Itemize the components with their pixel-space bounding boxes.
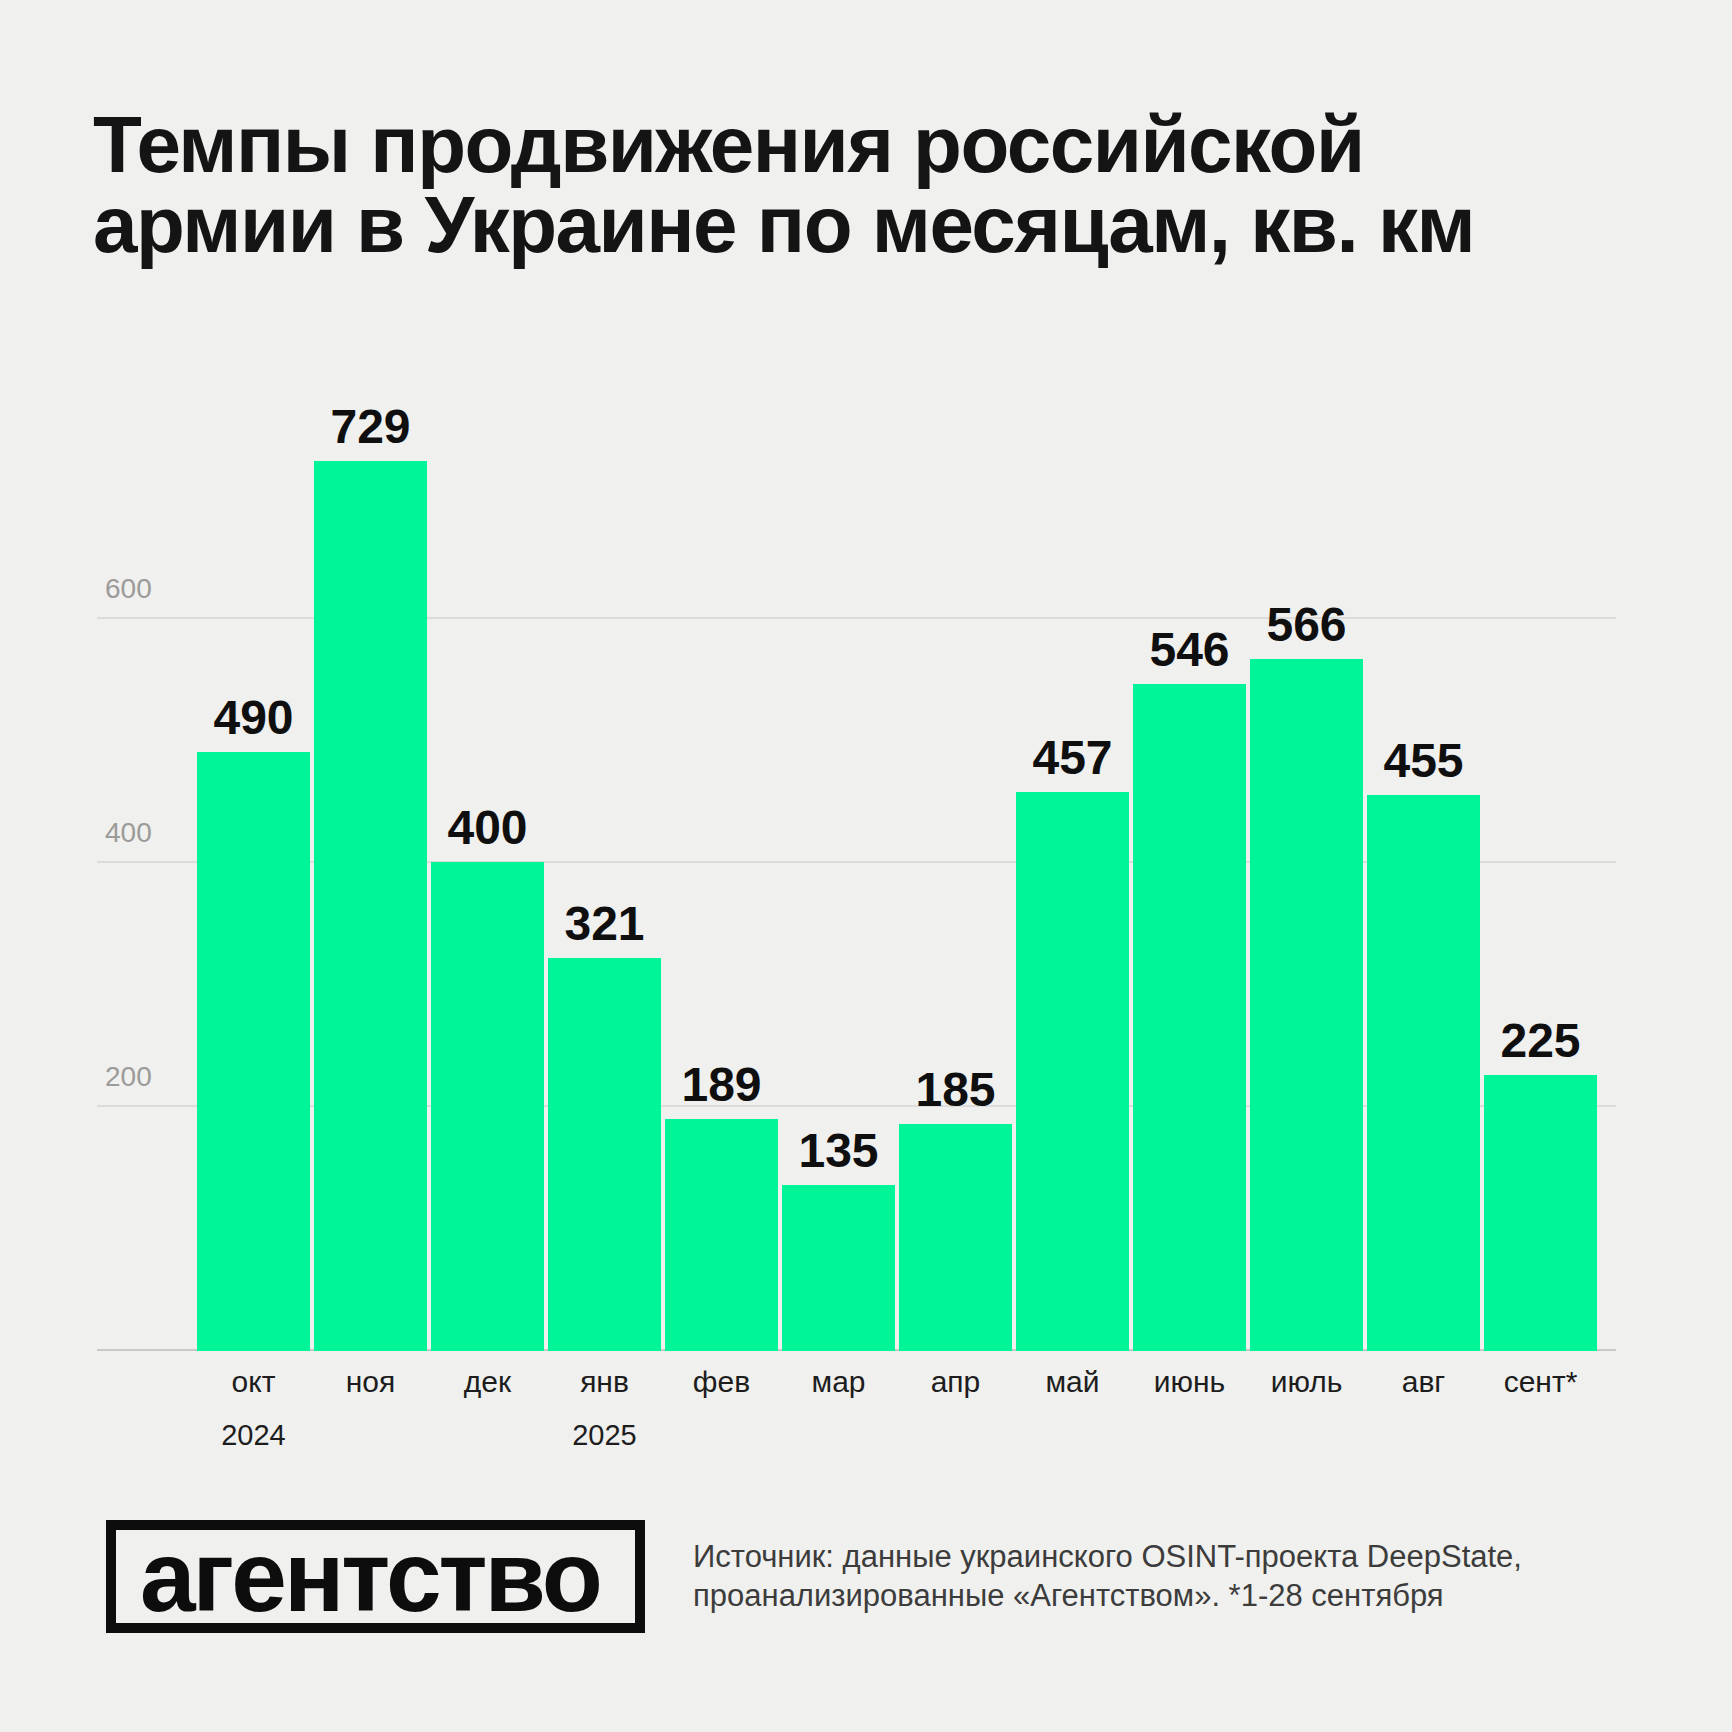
source-line1: Источник: данные украинского OSINT-проек… bbox=[693, 1539, 1522, 1574]
value-label-авг: 455 bbox=[1324, 737, 1524, 785]
value-label-ноя: 729 bbox=[271, 403, 471, 451]
source-line2: проанализированные «Агентством». *1-28 с… bbox=[693, 1578, 1444, 1613]
value-label-фев: 189 bbox=[622, 1061, 822, 1109]
chart-title-line2: армии в Украине по месяцам, кв. км bbox=[93, 180, 1474, 269]
logo-text: агентство bbox=[116, 1519, 600, 1634]
bar-май bbox=[1016, 792, 1129, 1351]
bar-ноя bbox=[314, 461, 427, 1351]
bar-окт bbox=[197, 752, 310, 1351]
value-label-июль: 566 bbox=[1207, 601, 1407, 649]
chart-title: Темпы продвижения российскойармии в Укра… bbox=[93, 105, 1474, 265]
bar-апр bbox=[899, 1124, 1012, 1351]
source-note: Источник: данные украинского OSINT-проек… bbox=[693, 1538, 1522, 1615]
agentstvo-logo: агентство bbox=[106, 1520, 645, 1633]
year-label-2024: 2024 bbox=[174, 1415, 334, 1455]
value-label-янв: 321 bbox=[505, 900, 705, 948]
year-label-2025: 2025 bbox=[525, 1415, 685, 1455]
value-label-дек: 400 bbox=[388, 804, 588, 852]
y-tick-200: 200 bbox=[105, 1060, 152, 1094]
y-tick-400: 400 bbox=[105, 816, 152, 850]
value-label-сент: 225 bbox=[1441, 1017, 1641, 1065]
y-tick-600: 600 bbox=[105, 572, 152, 606]
infographic-canvas: Темпы продвижения российскойармии в Укра… bbox=[0, 0, 1732, 1732]
bar-мар bbox=[782, 1185, 895, 1351]
bar-авг bbox=[1367, 795, 1480, 1351]
chart-title-line1: Темпы продвижения российской bbox=[93, 100, 1364, 189]
bar-янв bbox=[548, 958, 661, 1351]
month-label-сент: сент* bbox=[1461, 1362, 1621, 1402]
bar-июнь bbox=[1133, 684, 1246, 1351]
bar-сент bbox=[1484, 1075, 1597, 1351]
